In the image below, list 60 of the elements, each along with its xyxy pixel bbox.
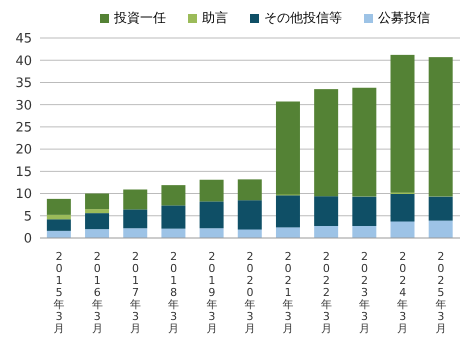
x-tick-label: 2017年3月 xyxy=(130,250,141,335)
x-tick-label: 2025年3月 xyxy=(435,250,446,335)
x-tick-label: 2016年3月 xyxy=(92,250,103,335)
x-tick-label: 2019年3月 xyxy=(206,250,218,335)
y-tick-label: 40 xyxy=(15,54,32,69)
bar xyxy=(352,196,376,226)
legend-label: その他投信等 xyxy=(264,10,342,27)
y-tick-label: 0 xyxy=(24,232,32,247)
bar xyxy=(238,200,262,230)
bar xyxy=(428,220,453,238)
y-tick-label: 35 xyxy=(15,76,32,92)
x-tick-label: 2018年3月 xyxy=(168,250,180,335)
x-tick-label: 2021年3月 xyxy=(282,250,294,335)
bar xyxy=(390,54,415,193)
bar xyxy=(390,222,415,238)
bar xyxy=(200,228,224,238)
x-tick-label: 2023年3月 xyxy=(359,250,370,335)
legend-label: 投資一任 xyxy=(114,10,166,27)
bar xyxy=(276,102,300,194)
bar xyxy=(85,209,110,214)
x-tick-label: 2022年3月 xyxy=(320,250,332,335)
bar xyxy=(238,179,262,200)
x-tick-label: 2015年3月 xyxy=(54,250,65,335)
bar xyxy=(85,194,110,210)
y-tick-label: 30 xyxy=(15,98,32,114)
bar xyxy=(161,206,186,229)
bar xyxy=(314,196,338,226)
y-tick-label: 45 xyxy=(15,32,32,47)
bar xyxy=(161,185,186,206)
bar xyxy=(352,226,376,238)
y-tick-label: 5 xyxy=(24,209,32,224)
bar xyxy=(123,228,148,238)
x-tick-label: 2024年3月 xyxy=(397,250,408,335)
y-tick-label: 20 xyxy=(15,142,32,158)
bar xyxy=(428,196,453,221)
bar xyxy=(46,198,71,215)
bar xyxy=(161,228,186,238)
bar xyxy=(238,230,262,238)
bar xyxy=(85,229,110,238)
bar xyxy=(276,195,300,228)
bar xyxy=(200,202,224,228)
legend-label: 助言 xyxy=(202,10,228,27)
bar xyxy=(46,214,71,220)
bar xyxy=(276,227,300,238)
bar xyxy=(428,57,453,196)
bar xyxy=(314,226,338,238)
legend-label: 公募投信 xyxy=(378,10,430,27)
bar xyxy=(352,88,376,196)
bar xyxy=(390,194,415,222)
bar xyxy=(314,89,338,196)
bar xyxy=(123,190,148,210)
x-tick-label: 2020年3月 xyxy=(244,250,256,335)
bar xyxy=(46,230,71,238)
bar xyxy=(200,180,224,202)
y-tick-label: 10 xyxy=(15,187,32,202)
bar xyxy=(85,213,110,230)
y-tick-label: 25 xyxy=(15,120,32,136)
y-tick-label: 15 xyxy=(15,164,32,180)
bar xyxy=(123,210,148,228)
bar xyxy=(46,219,71,231)
